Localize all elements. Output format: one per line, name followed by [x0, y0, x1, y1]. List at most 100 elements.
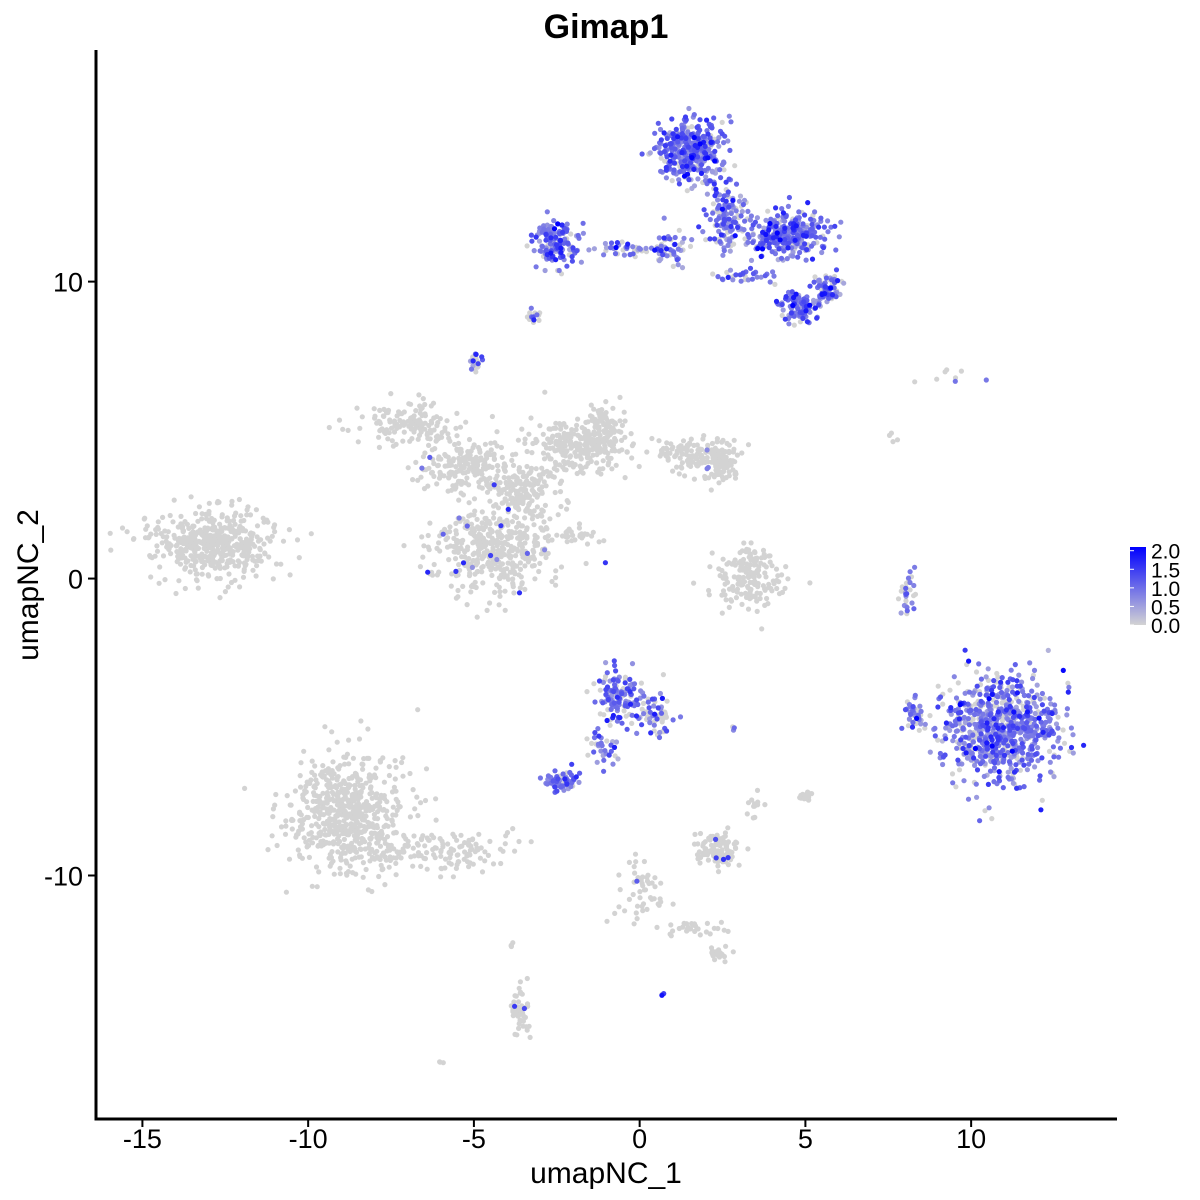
cell-point [274, 842, 280, 849]
cell-point [806, 794, 812, 800]
cell-point [569, 427, 575, 433]
cell-point [401, 409, 407, 415]
cell-point [494, 443, 500, 449]
cell-point [1043, 719, 1049, 726]
cell-point [575, 232, 581, 239]
cell-point [407, 770, 413, 777]
cell-point [382, 854, 388, 860]
cell-point [326, 785, 332, 791]
cell-point [499, 500, 505, 506]
cell-point [486, 533, 492, 539]
cell-point [319, 805, 326, 811]
cell-point [372, 415, 378, 421]
cell-point [749, 797, 755, 803]
cell-point [784, 256, 790, 262]
cell-point [615, 756, 621, 762]
cell-point [326, 747, 332, 753]
cell-point [227, 551, 233, 557]
cell-point [257, 545, 263, 552]
cell-point [209, 562, 215, 569]
cell-point [479, 520, 485, 526]
cell-point [346, 775, 352, 782]
cell-point [498, 554, 504, 560]
cell-point [710, 201, 717, 207]
cell-point [401, 849, 407, 855]
cell-point [342, 761, 348, 767]
cell-point [501, 474, 507, 481]
cell-point [280, 538, 287, 544]
cell-point [352, 782, 358, 789]
cell-point [624, 449, 630, 455]
cell-point [1068, 725, 1074, 731]
cell-point [434, 572, 440, 578]
cell-point [229, 502, 235, 508]
cell-point [554, 532, 560, 538]
cell-point [493, 476, 499, 482]
cell-point [424, 432, 430, 438]
cell-point [544, 209, 550, 215]
cell-point [905, 575, 912, 581]
cell-point [444, 418, 450, 424]
cell-point [517, 560, 524, 566]
cell-point [312, 806, 319, 812]
cell-point [432, 845, 438, 851]
cell-point [676, 471, 682, 477]
cell-point [406, 401, 412, 407]
cell-point [771, 581, 777, 587]
cell-point [563, 467, 569, 473]
cell-point [195, 585, 201, 591]
cell-point [156, 580, 162, 586]
cell-point [555, 512, 561, 518]
cell-point [376, 835, 382, 841]
cell-point [196, 529, 202, 536]
cell-point [292, 788, 298, 794]
cell-point [324, 790, 330, 796]
cell-point [479, 544, 485, 551]
cell-point [733, 181, 740, 187]
cell-point [573, 440, 579, 446]
cell-point [751, 803, 757, 809]
cell-point [445, 841, 451, 847]
cell-point [359, 804, 365, 810]
cell-point [647, 720, 653, 726]
cell-point [442, 856, 449, 862]
cell-point [618, 429, 624, 435]
cell-point [458, 545, 464, 551]
cell-point [473, 841, 479, 847]
cell-point [358, 718, 364, 724]
cell-point [702, 839, 708, 845]
cell-point [651, 722, 657, 728]
cell-point [895, 596, 902, 602]
cell-point [363, 826, 369, 832]
cell-point [315, 842, 322, 849]
cell-point [241, 568, 247, 575]
cell-point [215, 541, 221, 547]
cell-point [465, 544, 471, 550]
cell-point [452, 473, 458, 479]
cell-point [567, 442, 574, 448]
cell-point [836, 234, 842, 240]
cell-point [495, 463, 501, 469]
cell-point [612, 448, 618, 454]
cell-point [493, 521, 500, 527]
cell-point [952, 378, 958, 384]
cell-point [607, 419, 613, 425]
cell-point [559, 533, 566, 539]
cell-point [450, 874, 456, 880]
cell-point [981, 773, 987, 780]
cell-point [437, 1059, 443, 1065]
cell-point [577, 532, 583, 538]
cell-point [296, 555, 302, 561]
cell-point [745, 583, 751, 590]
cell-point [1064, 712, 1070, 718]
cell-point [457, 844, 463, 850]
cell-point [672, 234, 678, 241]
cell-point [469, 837, 476, 843]
cell-point [587, 413, 594, 419]
cell-point [265, 519, 271, 525]
cell-point [298, 784, 304, 790]
cell-point [1039, 690, 1045, 697]
cell-point [676, 227, 682, 233]
cell-point [427, 427, 433, 433]
cell-point [583, 464, 589, 470]
